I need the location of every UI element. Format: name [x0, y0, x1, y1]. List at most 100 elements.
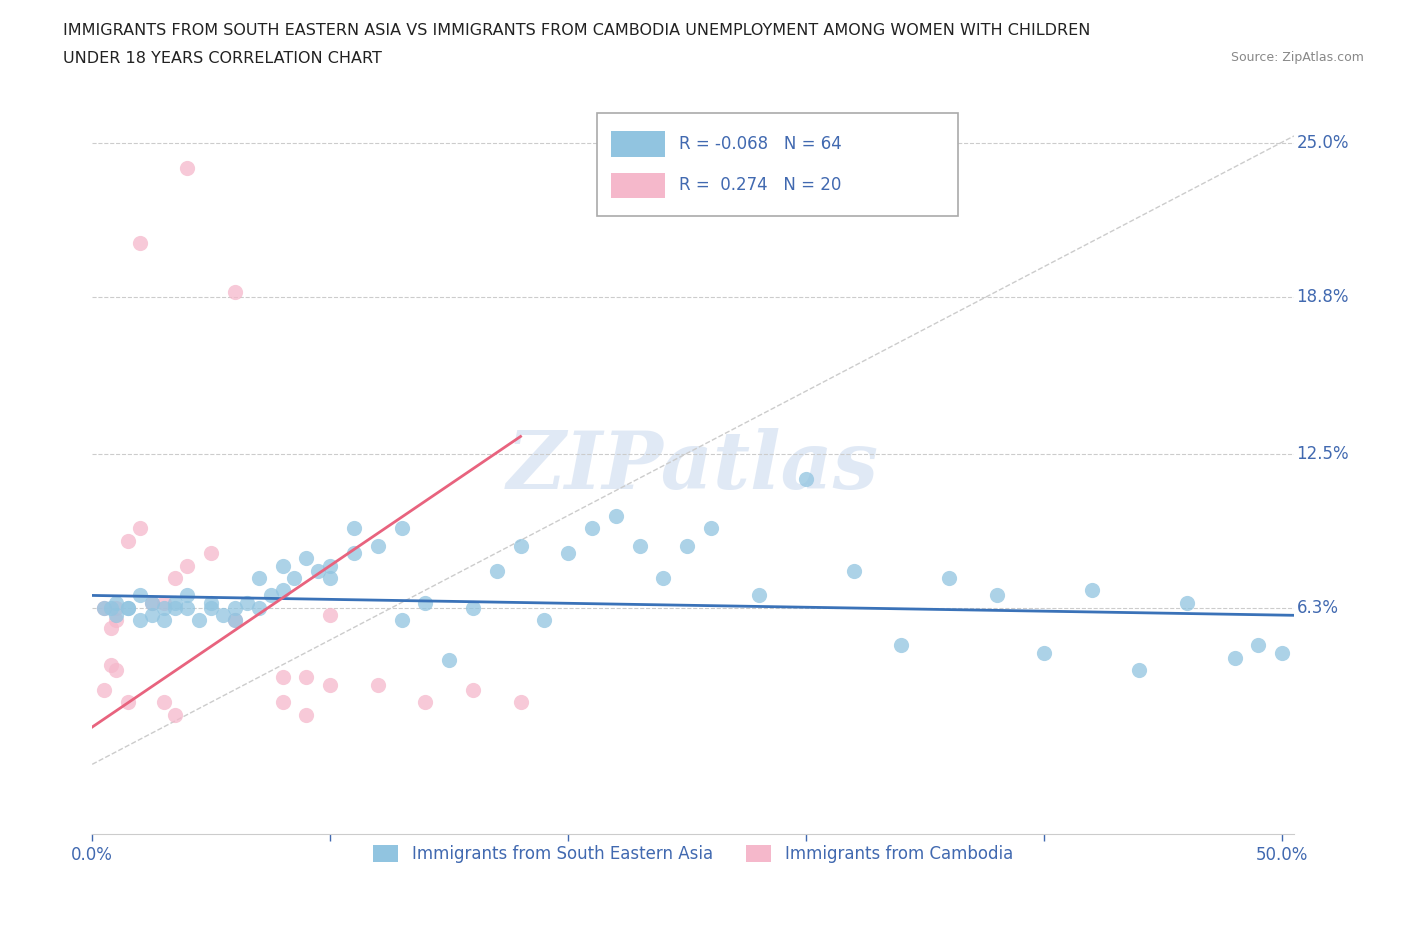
Point	[367, 677, 389, 692]
Point	[100, 620, 122, 635]
Point	[152, 613, 174, 628]
Point	[224, 613, 246, 628]
Point	[141, 595, 163, 610]
Point	[509, 538, 531, 553]
Point	[319, 558, 342, 573]
Text: IMMIGRANTS FROM SOUTH EASTERN ASIA VS IMMIGRANTS FROM CAMBODIA UNEMPLOYMENT AMON: IMMIGRANTS FROM SOUTH EASTERN ASIA VS IM…	[63, 23, 1091, 38]
Point	[104, 662, 127, 677]
Point	[200, 595, 222, 610]
Point	[104, 608, 127, 623]
Point	[100, 601, 122, 616]
Point	[104, 601, 127, 616]
Point	[415, 595, 437, 610]
Point	[628, 538, 651, 553]
Point	[1033, 645, 1056, 660]
Point	[176, 161, 198, 176]
Point	[152, 595, 174, 610]
Point	[676, 538, 699, 553]
Point	[128, 235, 150, 250]
Point	[557, 546, 579, 561]
Point	[117, 695, 139, 710]
Point	[283, 571, 305, 586]
Point	[117, 533, 139, 548]
Text: 6.3%: 6.3%	[1296, 599, 1339, 617]
Point	[1247, 638, 1270, 653]
Point	[165, 595, 187, 610]
Point	[93, 683, 115, 698]
Text: 25.0%: 25.0%	[1296, 135, 1348, 153]
Point	[93, 601, 115, 616]
Text: ZIPatlas: ZIPatlas	[508, 428, 879, 505]
Point	[93, 601, 115, 616]
Point	[104, 595, 127, 610]
Point	[271, 583, 294, 598]
Point	[485, 564, 508, 578]
Bar	[612, 131, 665, 157]
Point	[748, 588, 770, 603]
Text: R = -0.068   N = 64: R = -0.068 N = 64	[679, 135, 841, 153]
Point	[794, 472, 817, 486]
FancyBboxPatch shape	[598, 113, 957, 217]
Point	[200, 546, 222, 561]
Point	[391, 613, 413, 628]
Point	[343, 521, 366, 536]
Point	[271, 695, 294, 710]
Text: 12.5%: 12.5%	[1296, 445, 1348, 463]
Point	[176, 588, 198, 603]
Point	[224, 613, 246, 628]
Point	[165, 707, 187, 722]
Point	[605, 509, 627, 524]
Point	[141, 608, 163, 623]
Point	[1128, 662, 1150, 677]
Point	[117, 601, 139, 616]
Point	[938, 571, 960, 586]
Point	[224, 601, 246, 616]
Point	[188, 613, 211, 628]
Point	[343, 546, 366, 561]
Point	[247, 601, 270, 616]
Point	[247, 571, 270, 586]
Point	[842, 564, 865, 578]
Point	[295, 670, 318, 684]
Point	[533, 613, 555, 628]
Point	[236, 595, 259, 610]
Point	[652, 571, 675, 586]
Point	[391, 521, 413, 536]
Point	[128, 613, 150, 628]
Point	[128, 588, 150, 603]
Point	[415, 695, 437, 710]
Point	[152, 601, 174, 616]
Point	[176, 601, 198, 616]
Point	[1175, 595, 1198, 610]
Point	[295, 551, 318, 565]
Point	[319, 677, 342, 692]
Point	[319, 571, 342, 586]
Point	[271, 670, 294, 684]
Point	[509, 695, 531, 710]
Text: R =  0.274   N = 20: R = 0.274 N = 20	[679, 177, 841, 194]
Point	[1223, 650, 1246, 665]
Point	[295, 707, 318, 722]
Legend: Immigrants from South Eastern Asia, Immigrants from Cambodia: Immigrants from South Eastern Asia, Immi…	[367, 838, 1019, 870]
Bar	[612, 173, 665, 198]
Point	[104, 613, 127, 628]
Point	[986, 588, 1008, 603]
Text: Source: ZipAtlas.com: Source: ZipAtlas.com	[1230, 51, 1364, 64]
Point	[260, 588, 283, 603]
Point	[437, 653, 460, 668]
Text: 18.8%: 18.8%	[1296, 288, 1348, 306]
Point	[319, 608, 342, 623]
Point	[1080, 583, 1102, 598]
Point	[1271, 645, 1294, 660]
Point	[581, 521, 603, 536]
Text: UNDER 18 YEARS CORRELATION CHART: UNDER 18 YEARS CORRELATION CHART	[63, 51, 382, 66]
Point	[367, 538, 389, 553]
Point	[100, 658, 122, 672]
Point	[700, 521, 723, 536]
Point	[128, 521, 150, 536]
Point	[165, 601, 187, 616]
Point	[165, 571, 187, 586]
Point	[117, 601, 139, 616]
Point	[224, 285, 246, 299]
Point	[307, 564, 329, 578]
